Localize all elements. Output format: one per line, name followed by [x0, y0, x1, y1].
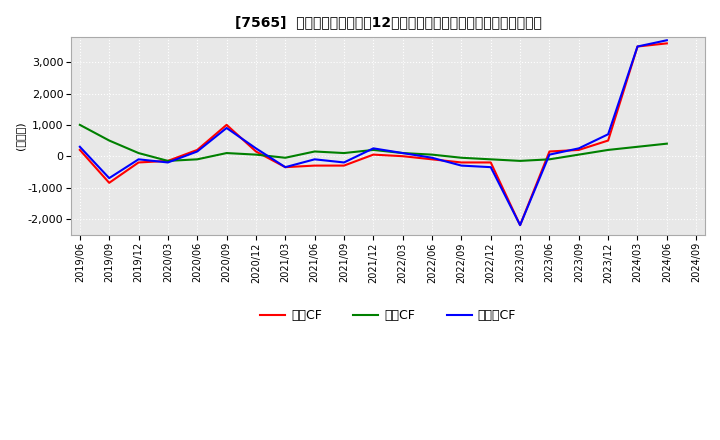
フリーCF — [310, 157, 319, 162]
投資CF — [457, 155, 466, 161]
フリーCF — [340, 160, 348, 165]
Title: [7565]  キャッシュフローの12か月移動合計の対前年同期増減額の推移: [7565] キャッシュフローの12か月移動合計の対前年同期増減額の推移 — [235, 15, 541, 29]
投資CF — [281, 155, 289, 161]
営業CF — [457, 160, 466, 165]
投資CF — [398, 150, 407, 156]
投資CF — [487, 157, 495, 162]
営業CF — [281, 165, 289, 170]
投資CF — [575, 152, 583, 157]
営業CF — [487, 160, 495, 165]
投資CF — [633, 144, 642, 150]
営業CF — [633, 44, 642, 49]
投資CF — [222, 150, 231, 156]
投資CF — [134, 150, 143, 156]
フリーCF — [428, 155, 436, 161]
営業CF — [428, 157, 436, 162]
フリーCF — [281, 165, 289, 170]
Line: フリーCF: フリーCF — [80, 40, 667, 225]
Line: 営業CF: 営業CF — [80, 44, 667, 225]
フリーCF — [487, 165, 495, 170]
Legend: 営業CF, 投資CF, フリーCF: 営業CF, 投資CF, フリーCF — [255, 304, 521, 327]
営業CF — [222, 122, 231, 128]
営業CF — [575, 147, 583, 153]
投資CF — [310, 149, 319, 154]
営業CF — [134, 160, 143, 165]
フリーCF — [633, 44, 642, 49]
投資CF — [604, 147, 613, 153]
投資CF — [105, 138, 114, 143]
投資CF — [340, 150, 348, 156]
投資CF — [251, 152, 260, 157]
フリーCF — [134, 157, 143, 162]
フリーCF — [163, 160, 172, 165]
フリーCF — [105, 176, 114, 181]
営業CF — [193, 147, 202, 153]
営業CF — [604, 138, 613, 143]
営業CF — [105, 180, 114, 186]
投資CF — [163, 158, 172, 164]
Line: 投資CF: 投資CF — [80, 125, 667, 161]
Y-axis label: (百万円): (百万円) — [15, 121, 25, 150]
フリーCF — [76, 144, 84, 150]
営業CF — [369, 152, 378, 157]
営業CF — [662, 41, 671, 46]
営業CF — [545, 149, 554, 154]
営業CF — [340, 163, 348, 168]
投資CF — [369, 147, 378, 153]
投資CF — [545, 157, 554, 162]
フリーCF — [604, 132, 613, 137]
フリーCF — [222, 125, 231, 131]
営業CF — [76, 147, 84, 153]
フリーCF — [251, 146, 260, 151]
フリーCF — [575, 146, 583, 151]
投資CF — [516, 158, 524, 164]
営業CF — [163, 158, 172, 164]
投資CF — [662, 141, 671, 146]
フリーCF — [545, 152, 554, 157]
投資CF — [428, 152, 436, 157]
フリーCF — [398, 150, 407, 156]
営業CF — [398, 154, 407, 159]
フリーCF — [662, 37, 671, 43]
営業CF — [310, 163, 319, 168]
投資CF — [76, 122, 84, 128]
フリーCF — [193, 149, 202, 154]
営業CF — [251, 149, 260, 154]
フリーCF — [516, 223, 524, 228]
フリーCF — [369, 146, 378, 151]
営業CF — [516, 223, 524, 228]
フリーCF — [457, 163, 466, 168]
投資CF — [193, 157, 202, 162]
